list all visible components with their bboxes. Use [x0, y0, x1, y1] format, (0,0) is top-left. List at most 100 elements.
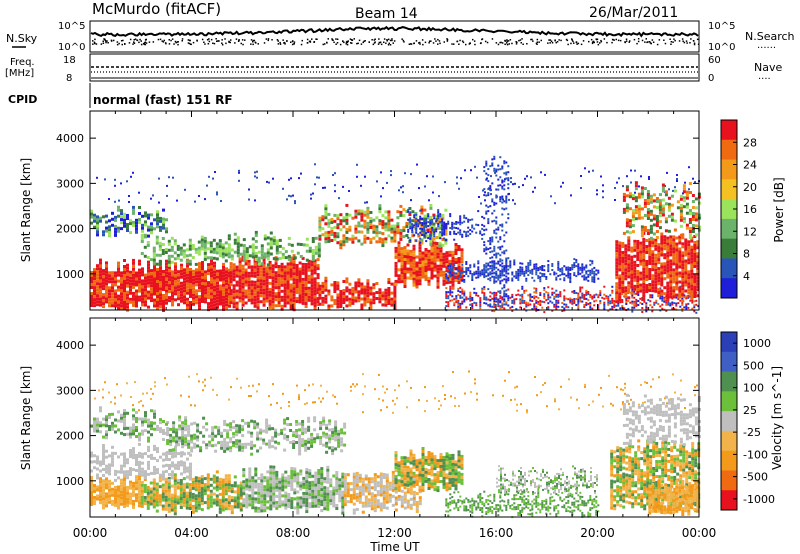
heatmap-cell — [227, 237, 231, 241]
heatmap-cell — [625, 185, 629, 189]
heatmap-cell — [442, 270, 446, 274]
heatmap-cell — [409, 258, 413, 262]
heatmap-cell — [445, 281, 449, 285]
heatmap-cell — [271, 300, 275, 304]
heatmap-cell — [525, 265, 528, 268]
heatmap-cell — [126, 266, 129, 270]
heatmap-cell — [624, 247, 628, 251]
heatmap-cell — [305, 249, 309, 253]
heatmap-cell — [189, 292, 192, 295]
heatmap-cell — [583, 266, 586, 269]
heatmap-cell — [636, 270, 640, 273]
heatmap-cell — [201, 264, 204, 267]
heatmap-cell — [114, 230, 117, 234]
heatmap-cell — [90, 292, 93, 295]
heatmap-cell — [681, 299, 685, 303]
heatmap-cell — [517, 274, 520, 277]
heatmap-cell — [449, 289, 452, 292]
heatmap-cell — [390, 236, 394, 240]
heatmap-cell — [426, 216, 430, 220]
noise-search-dot — [221, 42, 223, 44]
heatmap-cell — [469, 299, 472, 302]
noise-search-dot — [171, 38, 174, 40]
noise-search-dot — [385, 42, 387, 44]
heatmap-cell — [203, 239, 207, 243]
heatmap-cell — [232, 269, 236, 273]
noise-search-dot — [336, 38, 339, 40]
heatmap-cell — [571, 290, 574, 293]
heatmap-cell — [195, 292, 198, 296]
heatmap-cell — [200, 235, 204, 239]
heatmap-cell — [283, 280, 287, 284]
heatmap-cell — [439, 252, 443, 256]
heatmap-cell — [661, 213, 665, 217]
noise-search-dot — [468, 43, 471, 45]
heatmap-cell — [513, 298, 516, 301]
heatmap-cell — [307, 274, 311, 278]
heatmap-cell — [663, 298, 666, 301]
heatmap-cell — [451, 270, 454, 273]
heatmap-cell — [539, 266, 542, 269]
heatmap-cell — [441, 220, 444, 223]
heatmap-cell — [435, 230, 438, 233]
heatmap-cell — [445, 263, 449, 267]
heatmap-cell — [192, 299, 195, 303]
heatmap-cell — [210, 265, 213, 269]
heatmap-cell — [324, 279, 328, 283]
heatmap-cell — [167, 257, 171, 261]
heatmap-cell — [648, 256, 652, 259]
heatmap-cell — [277, 265, 281, 268]
heatmap-cell — [186, 264, 189, 268]
heatmap-cell — [120, 292, 123, 296]
noise-search-dot — [253, 39, 256, 42]
heatmap-cell — [429, 221, 432, 224]
heatmap-cell — [493, 157, 496, 160]
heatmap-cell — [671, 307, 674, 310]
heatmap-cell — [523, 299, 526, 302]
heatmap-cell — [429, 219, 432, 222]
heatmap-cell — [289, 301, 293, 305]
noise-search-dot — [238, 39, 240, 41]
heatmap-cell — [487, 288, 490, 291]
heatmap-cell — [170, 236, 174, 240]
heatmap-cell — [334, 172, 336, 175]
heatmap-cell — [497, 226, 500, 229]
noise-search-dot — [161, 40, 163, 42]
heatmap-cell — [675, 296, 678, 299]
heatmap-cell — [463, 278, 466, 281]
heatmap-cell — [495, 216, 498, 219]
heatmap-cell — [658, 199, 662, 203]
heatmap-cell — [324, 288, 328, 292]
heatmap-cell — [621, 245, 625, 248]
noise-search-dot — [138, 41, 140, 44]
heatmap-cell — [611, 301, 614, 304]
heatmap-cell — [670, 194, 674, 198]
heatmap-cell — [681, 301, 684, 304]
noise-search-dot — [105, 41, 107, 44]
heatmap-cell — [135, 484, 138, 488]
heatmap-cell — [165, 230, 168, 234]
heatmap-cell — [669, 283, 673, 287]
heatmap-cell — [565, 266, 568, 269]
heatmap-cell — [138, 283, 141, 287]
heatmap-cell — [310, 278, 314, 282]
heatmap-cell — [114, 488, 117, 492]
freq-label-line2: [MHz] — [5, 68, 34, 79]
heatmap-cell — [631, 218, 635, 222]
heatmap-cell — [637, 213, 641, 217]
heatmap-cell — [664, 202, 668, 206]
heatmap-cell — [453, 238, 456, 241]
heatmap-cell — [587, 279, 590, 282]
heatmap-cell — [357, 281, 361, 285]
heatmap-cell — [471, 226, 474, 229]
heatmap-cell — [685, 202, 689, 206]
heatmap-cell — [633, 239, 637, 243]
heatmap-cell — [642, 297, 646, 301]
heatmap-cell — [400, 277, 404, 281]
heatmap-cell — [427, 282, 431, 286]
heatmap-cell — [461, 288, 464, 291]
noise-search-dot — [351, 42, 353, 44]
heatmap-cell — [637, 294, 640, 296]
heatmap-cell — [207, 305, 210, 309]
